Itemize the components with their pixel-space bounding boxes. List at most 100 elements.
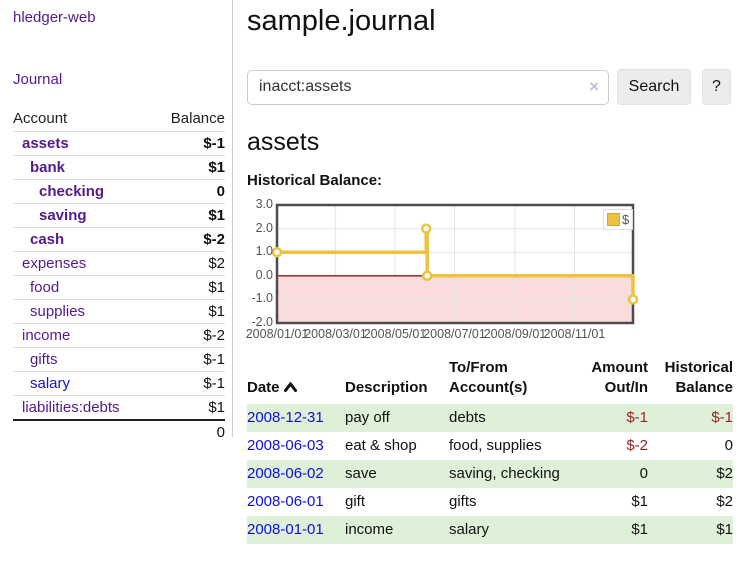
account-link-supplies[interactable]: supplies [30,303,86,320]
transaction-accounts: salary [449,521,490,538]
transaction-accounts: gifts [449,493,477,510]
transaction-accounts: food, supplies [449,437,542,454]
search-box: × [247,69,609,105]
transaction-amount: $1 [631,493,648,510]
y-tick-label: 2.0 [255,220,273,235]
transaction-date-link[interactable]: 2008-01-01 [247,521,324,538]
chart-legend: $ [603,209,634,230]
y-tick-label: -2.0 [251,315,273,329]
plot-border [275,203,635,325]
transaction-date-link[interactable]: 2008-06-03 [247,437,324,454]
transaction-amount: $1 [577,516,648,544]
account-balance: $-1 [203,375,225,392]
x-tick-label: 2008/07/01 [423,327,486,341]
transaction-date-link[interactable]: 2008-12-31 [247,409,324,426]
account-balance: $1 [208,399,225,416]
app-brand-link[interactable]: hledger-web [13,9,96,26]
amount-header: Amount Out/In [591,359,648,396]
account-link-saving[interactable]: saving [39,207,87,224]
main-content: sample.journal × Search ? assets Histori… [246,0,733,544]
account-row: bank $1 [13,155,225,179]
accounts-total-value: 0 [216,424,225,441]
account-link-checking[interactable]: checking [39,183,105,200]
account-link-assets[interactable]: assets [22,135,69,152]
account-row: food $1 [13,275,225,299]
search-bar: × Search ? [247,69,731,105]
account-row: expenses $2 [13,251,225,275]
transaction-description: eat & shop [345,437,417,454]
transactions-header-row: Date Description To/From Account(s) Amou… [247,358,733,404]
help-button[interactable]: ? [702,69,731,105]
search-button[interactable]: Search [617,69,691,105]
account-row: cash $-2 [13,227,225,251]
account-link-gifts[interactable]: gifts [30,351,58,368]
y-tick-label: 0.0 [255,267,273,282]
sidebar-item-journal[interactable]: Journal [13,71,63,88]
transaction-balance: 0 [724,437,733,454]
x-tick-label: 2008/01/01 [245,327,309,341]
account-balance: $1 [208,207,225,224]
account-link-food[interactable]: food [30,279,60,296]
transaction-description: income [345,516,449,544]
account-link-expenses[interactable]: expenses [22,255,87,272]
account-balance: 0 [216,183,225,200]
date-header[interactable]: Date [247,358,345,404]
accounts-table: Account Balance assets $-1 bank $1 check… [13,108,225,443]
balance-series-markers [271,223,639,305]
account-link-income[interactable]: income [22,327,71,344]
accounts-table-header: Account Balance [13,108,225,131]
legend-swatch-icon [607,213,620,226]
transaction-accounts: saving, checking [449,465,560,482]
account-row: assets $-1 [13,131,225,155]
y-tick-label: 1.0 [255,244,273,259]
account-balance: $-2 [203,327,225,344]
account-balance: $-1 [203,351,225,368]
account-column-header: Account [13,110,68,127]
account-balance: $1 [208,279,225,296]
account-row: salary $-1 [13,371,225,395]
x-tick-label: 2008/05/01 [363,327,427,341]
account-link-salary[interactable]: salary [30,375,71,392]
y-tick-label: 3.0 [255,197,273,211]
clear-search-icon[interactable]: × [589,76,599,96]
account-balance: $-2 [203,231,225,248]
transaction-amount: $-1 [577,404,648,432]
transaction-row: 2008-12-31 pay off debts $-1 $-1 [247,404,733,432]
date-header-label: Date [247,379,280,396]
x-tick-label: 2008/11/01 [543,327,606,341]
account-link-bank[interactable]: bank [30,159,66,176]
chart-title: Historical Balance: [247,172,383,189]
account-row: income $-2 [13,323,225,347]
account-balance: $2 [208,255,225,272]
transaction-date-link[interactable]: 2008-06-01 [247,493,324,510]
data-point-marker [421,270,433,282]
transaction-row: 2008-01-01 income salary $1 $1 [247,516,733,544]
data-point-marker [271,246,283,258]
transaction-row: 2008-06-03 eat & shop food, supplies $-2… [247,432,733,460]
transaction-accounts: debts [449,409,486,426]
account-row: liabilities:debts $1 [13,395,225,419]
balance-header: Historical Balance [664,359,733,396]
account-balance: $1 [208,303,225,320]
account-row: saving $1 [13,203,225,227]
page-title: sample.journal [247,5,436,37]
transaction-date-link[interactable]: 2008-06-02 [247,465,324,482]
account-link-liabilities-debts[interactable]: liabilities:debts [22,399,120,416]
accounts-header: To/From Account(s) [449,359,528,396]
transaction-amount: $-2 [626,437,648,454]
search-input[interactable] [247,69,609,105]
account-row: supplies $1 [13,299,225,323]
transaction-row: 2008-06-01 gift gifts $1 $2 [247,488,733,516]
account-row: checking 0 [13,179,225,203]
historical-balance-chart: 3.0 2.0 1.0 0.0 -1.0 -2.0 2008/01/01 2008/03/0… [245,197,733,348]
balance-column-header: Balance [170,110,225,127]
description-header: Description [345,379,428,396]
x-tick-label: 2008/03/01 [304,327,367,341]
account-balance: $1 [208,159,225,176]
x-tick-label: 2008/09/01 [483,327,547,341]
chart-canvas [271,203,639,325]
transaction-amount: 0 [577,460,648,488]
sort-ascending-icon [283,381,297,392]
transaction-description: pay off [345,404,449,432]
account-link-cash[interactable]: cash [30,231,65,248]
